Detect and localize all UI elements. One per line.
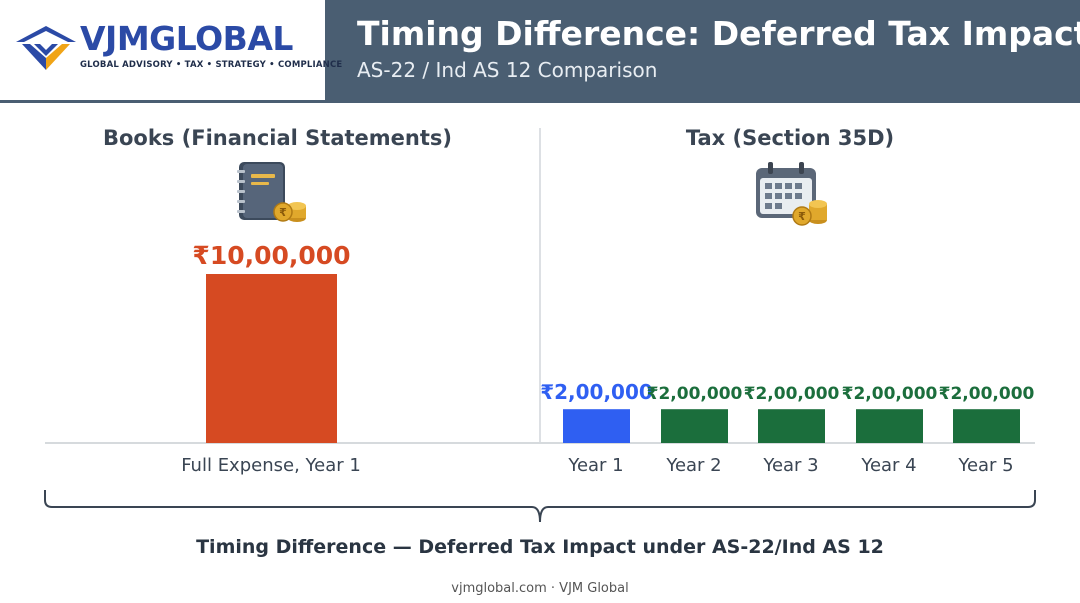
category-label-books-1: Full Expense, Year 1 (181, 455, 361, 476)
svg-text:₹: ₹ (798, 210, 806, 223)
value-label-tax-1: ₹2,00,000 (540, 380, 653, 404)
value-label-tax-5: ₹2,00,000 (939, 384, 1035, 404)
svg-text:₹: ₹ (279, 206, 287, 219)
bar-tax-5 (953, 409, 1020, 443)
timing-difference-annotation: Timing Difference — Deferred Tax Impact … (196, 536, 884, 558)
category-label-tax-2: Year 2 (665, 455, 721, 476)
bar-tax-4 (856, 409, 923, 443)
calendar-with-coins-icon: ₹ (756, 162, 827, 226)
header-bar: VJMGLOBAL GLOBAL ADVISORY • TAX • STRATE… (0, 0, 1080, 103)
page-subtitle: AS-22 / Ind AS 12 Comparison (357, 58, 658, 82)
category-label-tax-4: Year 4 (860, 455, 916, 476)
timing-difference-brace (44, 490, 1036, 523)
bar-tax-2 (661, 409, 728, 443)
value-label-tax-4: ₹2,00,000 (842, 384, 938, 404)
value-label-tax-3: ₹2,00,000 (744, 384, 840, 404)
bar-tax-3 (758, 409, 825, 443)
logo-mark-icon (16, 26, 76, 70)
logo-wordmark-part2: GLOBAL (149, 19, 293, 58)
category-label-tax-3: Year 3 (762, 455, 818, 476)
bar-books-1 (206, 274, 337, 443)
footer-credit: vjmglobal.com · VJM Global (451, 581, 629, 596)
value-label-tax-2: ₹2,00,000 (647, 384, 743, 404)
value-label-books-1: ₹10,00,000 (192, 241, 350, 270)
logo-wordmark-part1: VJM (80, 19, 150, 58)
logo-wordmark: VJMGLOBAL (80, 20, 293, 58)
category-label-tax-1: Year 1 (567, 455, 623, 476)
books-section-title: Books (Financial Statements) (102, 126, 452, 150)
bar-tax-1 (563, 409, 630, 443)
logo: VJMGLOBAL GLOBAL ADVISORY • TAX • STRATE… (0, 0, 342, 100)
category-label-tax-5: Year 5 (957, 455, 1013, 476)
logo-tagline: GLOBAL ADVISORY • TAX • STRATEGY • COMPL… (80, 60, 343, 70)
ledger-book-with-coins-icon: ₹ (237, 162, 306, 222)
page-title: Timing Difference: Deferred Tax Impact (357, 14, 1080, 53)
tax-section-title: Tax (Section 35D) (685, 126, 895, 150)
